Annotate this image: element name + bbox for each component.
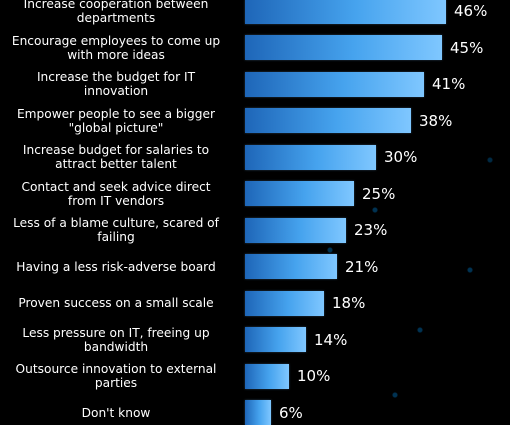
bar xyxy=(245,72,424,97)
category-label: Increase the budget for IT innovation xyxy=(36,70,196,98)
bar xyxy=(245,35,442,60)
data-label: 38% xyxy=(419,112,453,130)
bar xyxy=(245,145,376,170)
category-label: Less pressure on IT, freeing up bandwidt… xyxy=(22,326,210,354)
data-label: 14% xyxy=(314,331,348,349)
category-label: Contact and seek advice direct from IT v… xyxy=(21,180,211,208)
data-label: 41% xyxy=(432,75,466,93)
bar xyxy=(245,254,337,279)
category-label: Less of a blame culture, scared of faili… xyxy=(13,216,219,244)
bar xyxy=(245,218,346,243)
category-label: Increase budget for salaries to attract … xyxy=(22,143,210,171)
bar xyxy=(245,364,289,389)
bar xyxy=(245,108,411,133)
bar xyxy=(245,181,354,206)
data-label: 10% xyxy=(297,367,331,385)
data-label: 6% xyxy=(279,404,303,422)
data-label: 25% xyxy=(362,185,396,203)
bar xyxy=(245,291,324,316)
data-label: 21% xyxy=(345,258,379,276)
category-label: Outsource innovation to external parties xyxy=(15,362,217,390)
category-label: Empower people to see a bigger "global p… xyxy=(16,107,216,135)
category-label: Encourage employees to come up with more… xyxy=(11,34,221,62)
bar xyxy=(245,0,446,24)
data-label: 30% xyxy=(384,148,418,166)
category-label: Proven success on a small scale xyxy=(18,296,214,310)
bar xyxy=(245,400,271,425)
category-label: Don't know xyxy=(81,406,151,420)
category-label: Increase cooperation between departments xyxy=(23,0,209,25)
data-label: 18% xyxy=(332,294,366,312)
data-label: 45% xyxy=(450,39,484,57)
data-label: 46% xyxy=(454,2,488,20)
category-label: Having a less risk-adverse board xyxy=(16,260,216,274)
data-label: 23% xyxy=(354,221,388,239)
bar xyxy=(245,327,306,352)
